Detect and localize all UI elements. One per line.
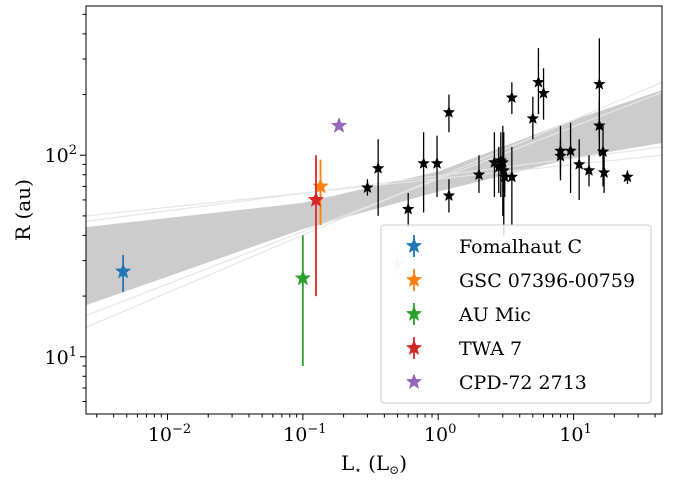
sample-data-point [592, 99, 606, 156]
y-tick-label: 102 [45, 143, 77, 167]
sample-data-point [554, 139, 567, 175]
star-marker [564, 144, 577, 157]
y-tick-label: 101 [45, 345, 77, 369]
legend-marker [405, 237, 423, 254]
legend-entry: GSC 07396-00759 [405, 269, 635, 292]
highlight-point-gsc-07396-00759 [312, 159, 329, 226]
sample-data-point [430, 135, 444, 198]
x-axis-label: L⋆ (L⊙) [341, 451, 407, 477]
star-marker [307, 191, 325, 207]
star-marker [371, 161, 385, 174]
star-marker [532, 75, 545, 88]
sample-data-point [564, 122, 577, 193]
star-marker [537, 86, 550, 99]
star-marker [442, 188, 456, 202]
legend-entry: CPD-72 2713 [405, 372, 587, 394]
star-marker [505, 170, 519, 183]
star-marker [330, 117, 348, 133]
star-marker [526, 111, 540, 124]
fit-sample-line [86, 81, 662, 328]
sample-data-point [472, 155, 486, 193]
star-marker [361, 180, 374, 194]
legend-marker [405, 373, 423, 390]
x-tick-label: 10−2 [148, 422, 191, 446]
star-marker [597, 165, 611, 179]
star-marker [401, 202, 415, 215]
legend-label: Fomalhaut C [459, 236, 582, 258]
sample-data-point [417, 132, 430, 213]
sample-data-point [532, 48, 545, 115]
star-marker [596, 145, 610, 158]
sample-data-point [582, 155, 596, 187]
legend-label: AU Mic [458, 304, 531, 326]
legend-entry: TWA 7 [405, 337, 522, 360]
legend-marker [405, 305, 423, 322]
sample-data-point [371, 139, 385, 216]
highlight-point-fomalhaut-c [114, 254, 132, 292]
sample-data-point [505, 82, 519, 115]
sample-data-point [442, 94, 456, 133]
star-marker [554, 149, 567, 162]
legend-marker [405, 339, 423, 356]
highlight-point-twa-7 [307, 155, 325, 297]
highlight-point-cpd-72-2713 [330, 117, 348, 133]
sample-data-point [361, 179, 374, 196]
sample-data-point [505, 146, 519, 226]
sample-data-point [442, 179, 456, 213]
star-marker [592, 119, 606, 132]
star-marker [496, 155, 510, 168]
sample-data-point [401, 192, 415, 228]
legend-box [380, 224, 652, 404]
star-marker [592, 77, 606, 90]
star-marker [294, 269, 312, 286]
x-tick-label: 10−1 [283, 422, 326, 446]
plot-frame [85, 5, 663, 415]
sample-data-point [537, 68, 550, 120]
x-tick-label: 101 [559, 422, 591, 446]
star-marker [621, 170, 634, 183]
star-marker [442, 105, 456, 118]
fit-sample-line [86, 91, 662, 317]
star-marker [430, 156, 444, 169]
y-axis-label: R (au) [11, 179, 35, 241]
star-marker [114, 262, 132, 279]
legend-label: GSC 07396-00759 [459, 270, 635, 292]
legend-label: TWA 7 [459, 338, 522, 360]
sample-data-point [596, 125, 610, 187]
star-marker [582, 163, 596, 176]
sample-data-point [526, 96, 540, 140]
sample-data-point [621, 170, 634, 184]
fit-sample-line [86, 154, 662, 217]
star-marker [572, 157, 586, 170]
sample-data-point [572, 139, 586, 200]
star-marker [505, 90, 519, 104]
fit-sample-line [86, 146, 662, 222]
highlight-point-au-mic [294, 235, 312, 366]
sample-data-point [597, 155, 611, 193]
x-tick-label: 100 [424, 422, 456, 446]
star-marker [472, 168, 486, 181]
legend-label: CPD-72 2713 [459, 372, 587, 394]
legend-entry: Fomalhaut C [405, 235, 582, 258]
legend-entry: AU Mic [405, 303, 531, 326]
legend-marker [405, 271, 423, 288]
star-marker [312, 177, 329, 194]
star-marker [417, 156, 430, 169]
